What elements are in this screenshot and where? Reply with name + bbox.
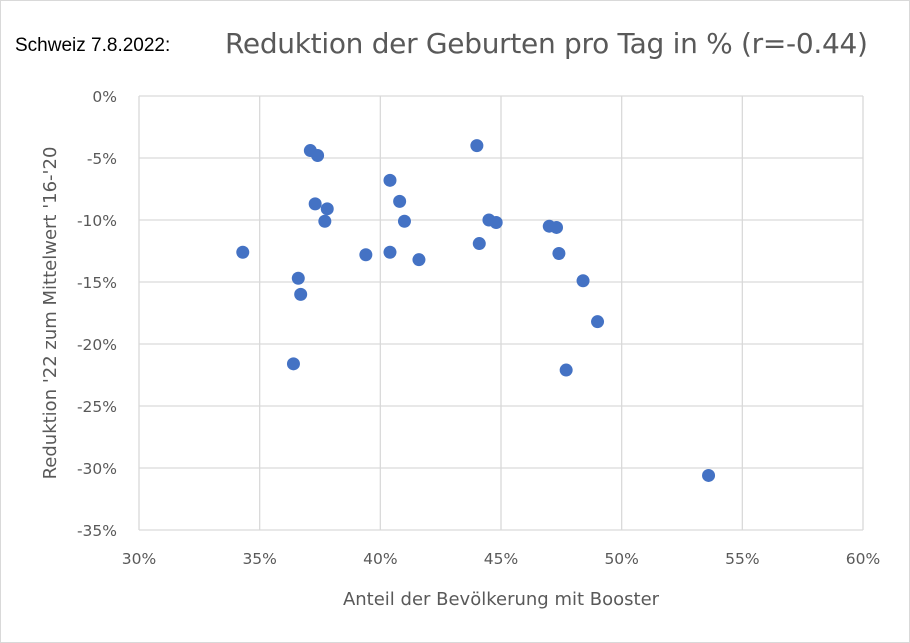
y-axis-label: Reduktion '22 zum Mittelwert '16-'20 [40,147,61,480]
data-point [552,246,566,260]
x-tick-label: 40% [363,550,397,568]
data-point [294,287,308,301]
data-point [576,274,590,288]
data-point [291,271,305,285]
data-point [318,214,332,228]
data-point [472,237,486,251]
data-point [311,149,325,163]
chart-title-prefix: Schweiz 7.8.2022: [15,35,171,56]
y-tick-label: -25% [77,398,117,416]
chart-title: Reduktion der Geburten pro Tag in % (r=-… [225,27,868,60]
data-point [383,245,397,259]
data-point [412,253,426,267]
x-tick-label: 60% [846,550,880,568]
data-point [383,173,397,187]
x-tick-label: 50% [604,550,638,568]
y-tick-label: -10% [77,212,117,230]
x-tick-label: 35% [242,550,276,568]
data-point [559,363,573,377]
data-point [286,357,300,371]
data-point [470,139,484,153]
x-tick-label: 30% [122,550,156,568]
data-point [702,468,716,482]
y-tick-label: 0% [92,88,117,106]
data-point [591,315,605,329]
data-point [308,197,322,211]
data-point [320,202,334,216]
x-axis-label: Anteil der Bevölkerung mit Booster [343,589,660,610]
data-point [236,245,250,259]
x-tick-label: 45% [484,550,518,568]
y-tick-label: -20% [77,336,117,354]
y-tick-label: -30% [77,460,117,478]
data-point [359,248,373,262]
y-tick-label: -5% [87,150,117,168]
data-point [550,220,564,234]
data-point [393,194,407,208]
data-point [397,214,411,228]
x-tick-label: 55% [725,550,759,568]
y-tick-label: -15% [77,274,117,292]
data-point [489,215,503,229]
y-tick-label: -35% [77,522,117,540]
